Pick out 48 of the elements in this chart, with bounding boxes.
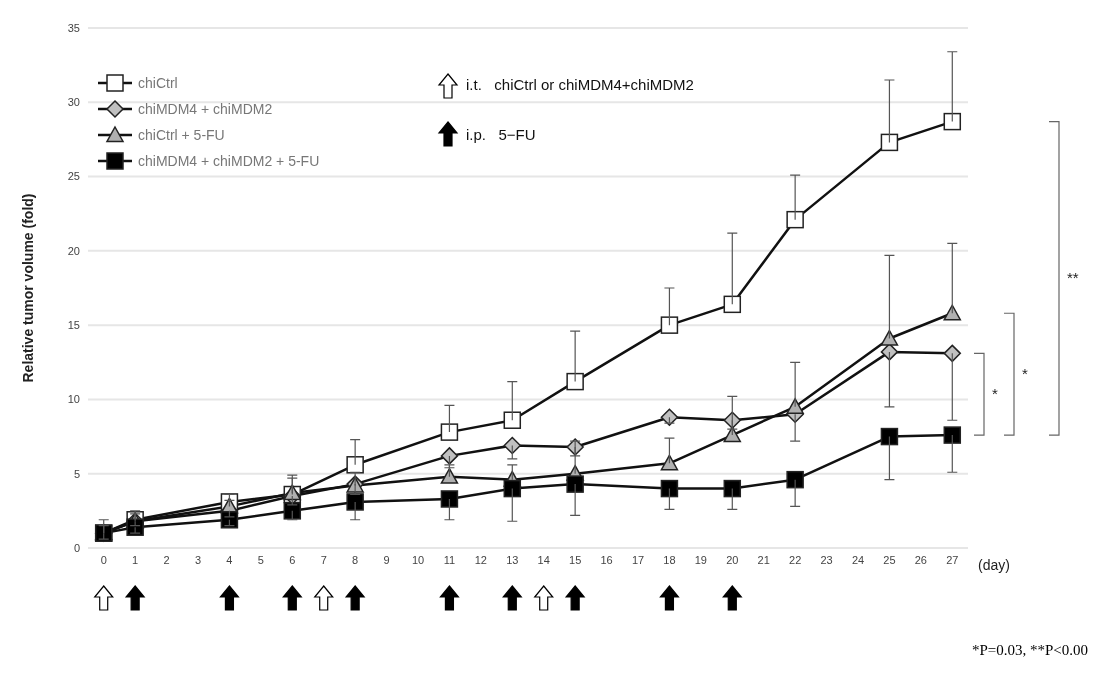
x-tick-label: 8 bbox=[352, 553, 359, 566]
x-axis-title: (day) bbox=[978, 557, 1010, 573]
y-tick-label: 15 bbox=[67, 319, 80, 332]
legend-label: chiCtrl bbox=[138, 75, 178, 91]
y-axis-title: Relative tumor volume (fold) bbox=[19, 193, 36, 383]
x-tick-label: 26 bbox=[914, 553, 927, 566]
x-tick-label: 3 bbox=[194, 553, 202, 566]
text: * bbox=[992, 385, 998, 403]
y-tick-label: 30 bbox=[67, 96, 80, 109]
y-tick-label: 25 bbox=[67, 170, 80, 183]
x-tick-label: 9 bbox=[383, 553, 390, 566]
x-tick-label: 27 bbox=[946, 553, 959, 566]
y-tick-label: 10 bbox=[67, 393, 80, 406]
y-tick-label: 20 bbox=[67, 244, 80, 257]
legend-label: chiCtrl + 5-FU bbox=[138, 127, 225, 143]
x-tick-label: 1 bbox=[132, 553, 139, 566]
x-tick-label: 19 bbox=[694, 553, 707, 566]
x-tick-label: 12 bbox=[474, 553, 487, 566]
x-tick-label: 2 bbox=[163, 553, 170, 566]
x-tick-label: 15 bbox=[569, 553, 582, 566]
annotation: i.t. chiCtrl or chiMDM4+chiMDM2 bbox=[466, 76, 694, 93]
x-tick-label: 23 bbox=[820, 553, 833, 566]
annotation: i.p. 5−FU bbox=[466, 126, 536, 143]
x-tick-label: 18 bbox=[663, 553, 676, 566]
x-tick-label: 16 bbox=[600, 553, 613, 566]
y-tick-label: 5 bbox=[73, 467, 80, 480]
text: *P=0.03, **P<0.00 bbox=[971, 642, 1088, 659]
text: * bbox=[1022, 365, 1028, 383]
x-tick-label: 6 bbox=[289, 553, 296, 566]
x-tick-label: 25 bbox=[883, 553, 896, 566]
x-tick-label: 10 bbox=[411, 553, 425, 566]
x-tick-label: 14 bbox=[537, 553, 550, 566]
x-tick-label: 21 bbox=[757, 553, 770, 566]
x-tick-label: 13 bbox=[506, 553, 519, 566]
text: ** bbox=[1067, 269, 1079, 287]
legend-label: chiMDM4 + chiMDM2 + 5-FU bbox=[138, 153, 320, 169]
x-tick-label: 7 bbox=[320, 553, 327, 566]
y-tick-label: 0 bbox=[73, 541, 80, 554]
x-tick-label: 11 bbox=[443, 553, 456, 566]
legend-label: chiMDM4 + chiMDM2 bbox=[138, 101, 273, 117]
x-tick-label: 0 bbox=[100, 553, 107, 566]
x-tick-label: 24 bbox=[851, 553, 865, 566]
y-tick-label: 35 bbox=[67, 21, 80, 34]
x-tick-label: 4 bbox=[226, 553, 233, 566]
x-tick-label: 22 bbox=[789, 553, 802, 566]
x-tick-label: 20 bbox=[726, 553, 739, 566]
x-tick-label: 5 bbox=[257, 553, 264, 566]
x-tick-label: 17 bbox=[631, 553, 645, 566]
